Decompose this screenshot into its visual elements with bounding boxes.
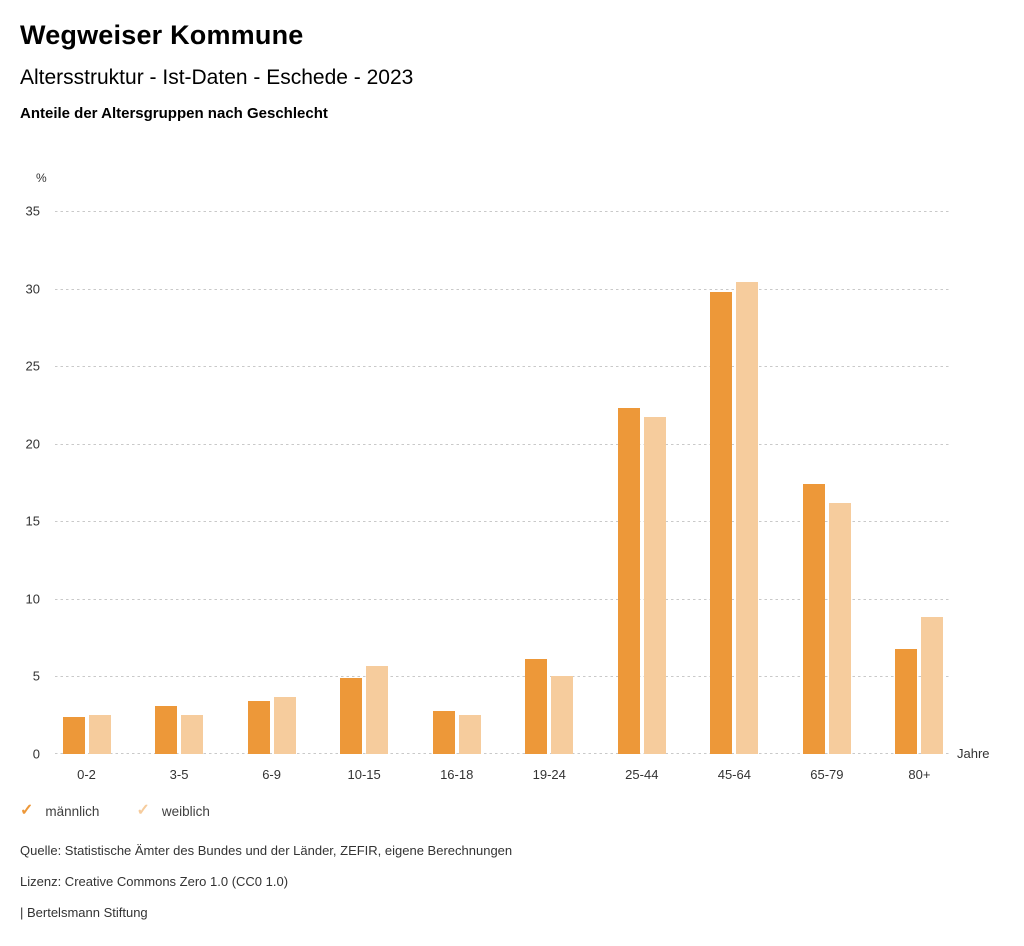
x-axis-unit-label: Jahre [957,746,990,761]
bar-männlich-3-5[interactable] [155,705,178,754]
x-tick-label-3-5: 3-5 [169,767,189,782]
bar-männlich-25-44[interactable] [617,408,640,754]
page-title: Wegweiser Kommune [20,20,304,50]
x-tick-label-65-79: 65-79 [810,767,844,782]
y-tick-label-10: 10 [25,591,40,607]
bar-männlich-6-9[interactable] [247,701,270,754]
bar-weiblich-3-5[interactable] [181,715,204,754]
y-tick-label-25: 25 [25,358,40,374]
gridline-35 [55,211,951,212]
check-icon: ✓ [20,802,34,819]
bar-weiblich-10-15[interactable] [366,665,389,754]
bar-männlich-65-79[interactable] [802,484,825,754]
gridline-20 [55,443,951,445]
gridline-25 [55,366,951,368]
x-tick-label-6-9: 6-9 [262,767,281,782]
bar-männlich-0-2[interactable] [62,716,85,754]
x-tick-label-0-2: 0-2 [77,767,96,782]
chart-subtitle: Altersstruktur - Ist-Daten - Eschede - 2… [20,66,414,89]
bar-männlich-16-18[interactable] [432,710,455,754]
bar-weiblich-19-24[interactable] [551,676,574,754]
x-tick-label-45-64: 45-64 [717,767,751,782]
bar-weiblich-65-79[interactable] [828,502,851,754]
x-tick-label-16-18: 16-18 [440,767,474,782]
bar-weiblich-25-44[interactable] [643,417,666,754]
y-tick-label-30: 30 [25,281,40,297]
x-tick-label-80+: 80+ [908,767,931,782]
legend-label-weiblich: weiblich [161,803,210,819]
gridline-30 [55,288,951,290]
source-text: Quelle: Statistische Ämter des Bundes un… [20,843,513,858]
bar-männlich-80+[interactable] [895,648,918,754]
license-text: Lizenz: Creative Commons Zero 1.0 (CC0 1… [20,874,289,889]
check-icon: ✓ [136,802,150,819]
y-tick-label-20: 20 [25,436,40,452]
legend-item-weiblich[interactable]: ✓ weiblich [136,803,209,819]
bar-weiblich-16-18[interactable] [458,715,481,754]
brand-attribution: | Bertelsmann Stiftung [20,905,148,920]
y-axis-unit-label: % [36,171,47,185]
legend: ✓ männlich ✓ weiblich [20,803,210,819]
gridline-15 [55,521,951,523]
bar-männlich-10-15[interactable] [340,677,363,754]
legend-label-maennlich: männlich [45,803,100,819]
plot-area: 0-2 3-5 6-9 10-15 16-18 19-24 25-44 45-64 65-79 8… [55,211,951,782]
x-tick-label-10-15: 10-15 [347,767,381,782]
y-tick-label-15: 15 [25,513,40,529]
bar-weiblich-0-2[interactable] [88,715,111,754]
x-tick-label-25-44: 25-44 [625,767,659,782]
chart-description: Anteile der Altersgruppen nach Geschlech… [20,105,328,122]
legend-item-maennlich[interactable]: ✓ männlich [20,803,99,819]
bar-männlich-45-64[interactable] [710,291,733,754]
gridline-5 [55,676,951,678]
gridline-10 [55,598,951,600]
y-tick-label-0: 0 [32,746,40,762]
y-axis: 0 5 10 15 20 25 30 35 [0,204,40,762]
gridline-0 [55,753,951,754]
y-tick-label-5: 5 [32,668,40,684]
bar-weiblich-45-64[interactable] [736,282,759,754]
x-tick-label-19-24: 19-24 [532,767,566,782]
bar-männlich-19-24[interactable] [525,659,548,754]
bar-weiblich-6-9[interactable] [273,696,296,754]
bar-weiblich-80+[interactable] [921,617,944,754]
y-tick-label-35: 35 [25,203,40,219]
